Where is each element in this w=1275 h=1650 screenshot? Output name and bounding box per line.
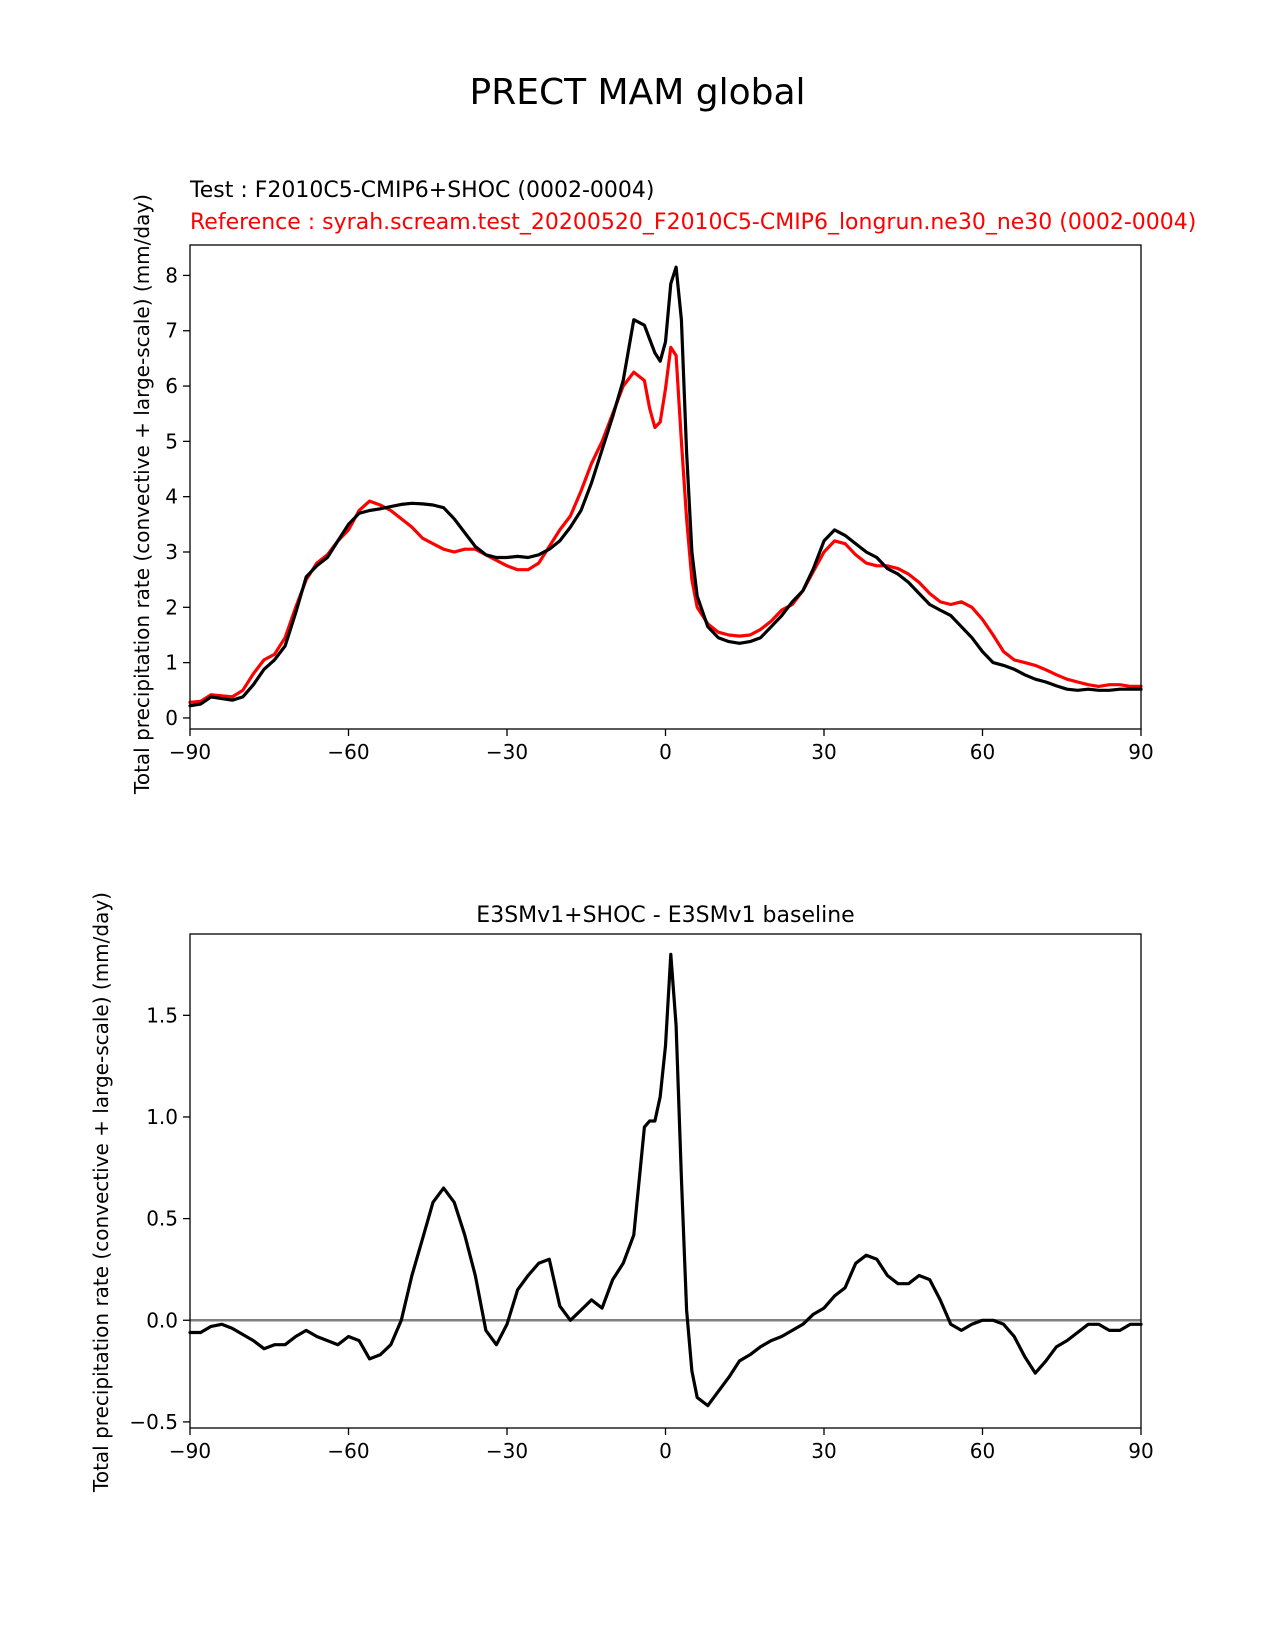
bottom-title: E3SMv1+SHOC - E3SMv1 baseline — [476, 903, 854, 928]
top-ytick-label: 2 — [165, 595, 178, 619]
top-xtick-label: 0 — [659, 740, 672, 764]
top-ytick-label: 7 — [165, 319, 178, 343]
top-series-reference — [188, 345, 1143, 705]
top-ytick-label: 4 — [165, 485, 178, 509]
bottom-xtick-label: −90 — [169, 1439, 211, 1463]
top-xtick-label: 90 — [1128, 740, 1153, 764]
top-xtick-label: −30 — [486, 740, 528, 764]
top-ytick-label: 5 — [165, 429, 178, 453]
bottom-axes-frame — [189, 933, 1142, 1429]
bottom-xtick-label: −60 — [327, 1439, 369, 1463]
bottom-xtick-label: 90 — [1128, 1439, 1153, 1463]
figure-suptitle: PRECT MAM global — [469, 72, 806, 113]
top-xtick-label: −60 — [327, 740, 369, 764]
bottom-ytick-label: 1.5 — [146, 1003, 178, 1027]
top-axes-frame — [189, 244, 1142, 730]
top-xtick-label: 60 — [970, 740, 995, 764]
top-series-lines — [188, 265, 1143, 708]
top-xtick-label: −90 — [169, 740, 211, 764]
bottom-panel: E3SMv1+SHOC - E3SMv1 baseline Total prec… — [89, 892, 1154, 1493]
test-title: Test : F2010C5-CMIP6+SHOC (0002-0004) — [189, 178, 654, 203]
top-xtick-label: 30 — [811, 740, 836, 764]
bottom-xtick-label: 60 — [970, 1439, 995, 1463]
bottom-axis-ticks: −90 −60 −30 0 30 60 90 −0.5 0.0 0.5 1.0 1.5 — [129, 1003, 1153, 1463]
bottom-ytick-label: 0.5 — [146, 1207, 178, 1231]
top-ytick-label: 6 — [165, 374, 178, 398]
bottom-series-difference — [188, 952, 1143, 1408]
bottom-ytick-label: 0.0 — [146, 1308, 178, 1332]
bottom-xtick-label: −30 — [486, 1439, 528, 1463]
top-series-test — [188, 265, 1143, 708]
bottom-xtick-label: 0 — [659, 1439, 672, 1463]
bottom-series-lines — [188, 952, 1143, 1408]
top-ytick-label: 8 — [165, 263, 178, 287]
bottom-ytick-label: −0.5 — [129, 1410, 178, 1434]
bottom-ytick-label: 1.0 — [146, 1105, 178, 1129]
bottom-xtick-label: 30 — [811, 1439, 836, 1463]
top-ylabel: Total precipitation rate (convective + l… — [130, 194, 154, 795]
top-ytick-label: 1 — [165, 651, 178, 675]
top-ytick-label: 0 — [165, 706, 178, 730]
reference-title: Reference : syrah.scream.test_20200520_F… — [190, 210, 1196, 235]
top-ytick-label: 3 — [165, 540, 178, 564]
top-axis-ticks: −90 −60 −30 0 30 60 90 0 1 2 3 4 5 6 7 8 — [165, 263, 1153, 764]
top-panel: Test : F2010C5-CMIP6+SHOC (0002-0004) Re… — [130, 178, 1196, 795]
bottom-ylabel: Total precipitation rate (convective + l… — [89, 892, 113, 1493]
